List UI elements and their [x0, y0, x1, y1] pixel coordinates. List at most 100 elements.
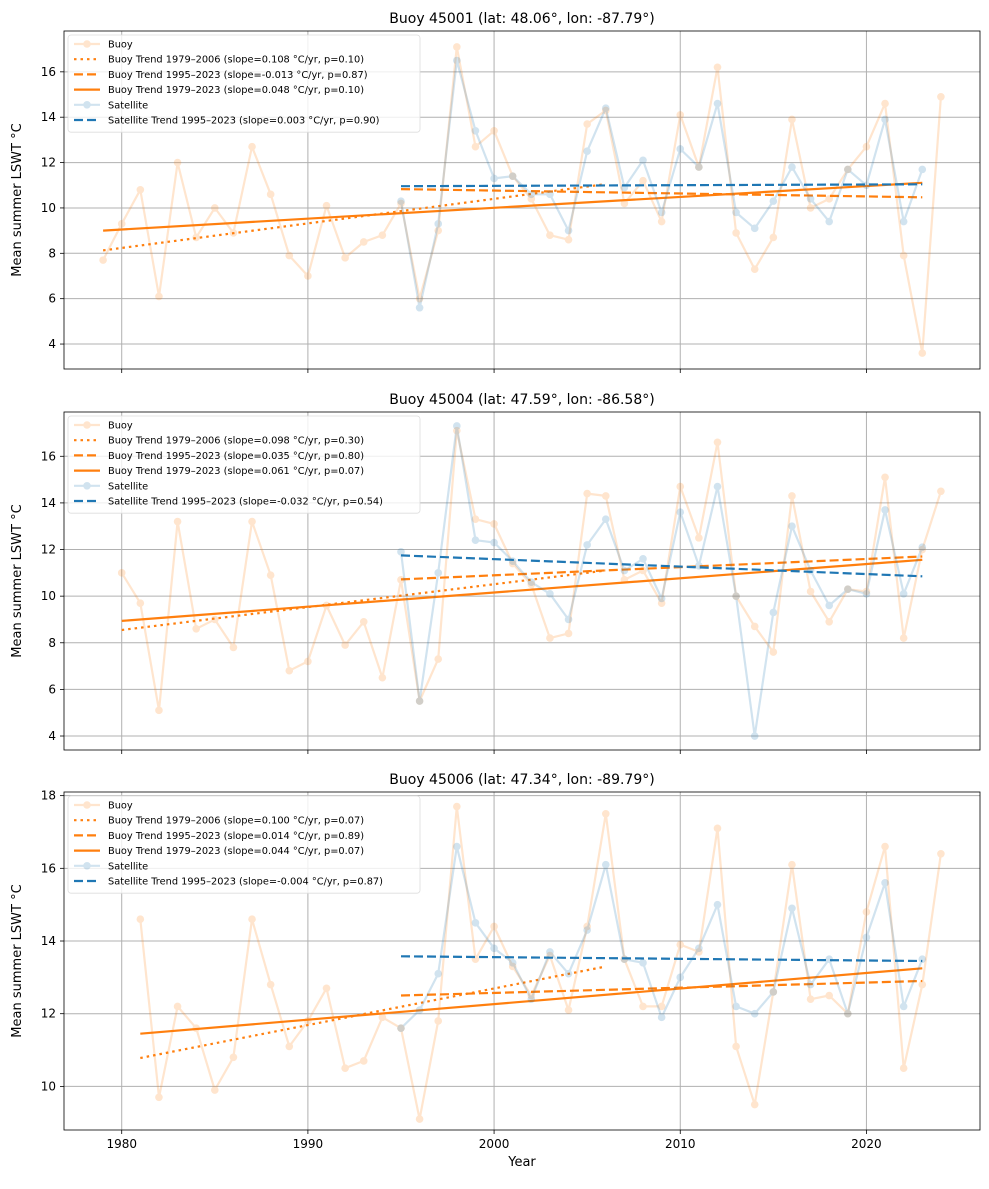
- data-point: [229, 1053, 238, 1062]
- data-point: [155, 292, 163, 301]
- data-point: [359, 1057, 368, 1065]
- series-buoy: [99, 43, 945, 357]
- y-tick-label: 18: [41, 789, 56, 803]
- legend-label: Buoy Trend 1979–2006 (slope=0.108 °C/yr,…: [108, 55, 364, 66]
- y-tick-label: 12: [41, 1007, 56, 1021]
- data-point: [769, 608, 778, 617]
- data-point: [732, 592, 740, 600]
- data-point: [732, 208, 740, 217]
- data-point: [769, 988, 778, 996]
- data-point: [918, 543, 927, 551]
- data-point: [750, 622, 759, 631]
- y-tick-label: 12: [41, 156, 56, 170]
- legend-label: Buoy Trend 1979–2023 (slope=0.044 °C/yr,…: [108, 846, 364, 857]
- data-point: [583, 147, 591, 156]
- data-point: [695, 534, 703, 542]
- data-point: [788, 163, 796, 171]
- legend-label: Satellite Trend 1995–2023 (slope=-0.032 …: [108, 497, 383, 508]
- data-point: [806, 566, 815, 575]
- data-point: [657, 1002, 666, 1011]
- data-point: [788, 904, 796, 913]
- data-point: [713, 99, 722, 108]
- legend: Buoy Buoy Trend 1979–2006 (slope=0.100 °C…: [67, 795, 421, 894]
- legend-swatch: [74, 801, 100, 809]
- data-point: [453, 426, 461, 435]
- legend-item: Buoy: [74, 421, 133, 432]
- y-axis-label: Mean summer LSWT °C: [10, 504, 25, 657]
- data-point: [601, 106, 610, 115]
- data-point: [732, 592, 740, 600]
- data-point: [750, 265, 759, 273]
- legend-label: Buoy: [108, 801, 133, 812]
- legend-label: Satellite: [108, 861, 148, 872]
- data-point: [713, 482, 722, 491]
- data-point: [881, 842, 889, 851]
- data-point: [397, 576, 405, 584]
- chart-title: Buoy 45004 (lat: 47.59°, lon: -86.58°): [389, 392, 654, 408]
- data-point: [750, 732, 759, 740]
- data-point: [806, 204, 815, 212]
- data-point: [676, 111, 685, 119]
- data-point: [639, 156, 647, 165]
- data-point: [583, 120, 591, 128]
- data-point: [899, 217, 908, 226]
- data-point: [285, 1042, 294, 1051]
- data-point: [397, 197, 405, 205]
- legend-item: Buoy Trend 1995–2023 (slope=-0.013 °C/yr…: [74, 70, 368, 81]
- data-point: [676, 145, 685, 153]
- legend-label: Buoy Trend 1979–2023 (slope=0.048 °C/yr,…: [108, 85, 364, 96]
- data-point: [788, 115, 796, 124]
- series-line: [120, 429, 942, 712]
- data-point: [620, 566, 629, 575]
- data-point: [546, 634, 554, 642]
- series-line: [399, 59, 924, 309]
- data-point: [211, 204, 219, 212]
- legend-label: Satellite Trend 1995–2023 (slope=0.003 °…: [108, 116, 379, 127]
- data-point: [806, 195, 815, 203]
- legend-box: [67, 415, 421, 514]
- legend-item: Buoy Trend 1979–2006 (slope=0.100 °C/yr,…: [74, 816, 364, 827]
- y-tick-label: 6: [48, 682, 56, 696]
- trend-line: [103, 181, 923, 232]
- legend-item: Satellite Trend 1995–2023 (slope=-0.032 …: [74, 497, 383, 508]
- y-tick-label: 14: [41, 934, 56, 948]
- data-point: [304, 657, 312, 666]
- legend-item: Satellite: [74, 861, 148, 872]
- axes-frame: [63, 411, 981, 751]
- legend-box: [67, 34, 421, 133]
- legend-item: Satellite: [74, 100, 148, 111]
- legend-label: Buoy Trend 1995–2023 (slope=0.014 °C/yr,…: [108, 831, 364, 842]
- data-point: [899, 590, 908, 598]
- data-point: [434, 655, 443, 663]
- data-point: [918, 545, 927, 554]
- legend-item: Buoy Trend 1995–2023 (slope=0.035 °C/yr,…: [74, 451, 364, 462]
- data-point: [378, 673, 387, 682]
- data-point: [564, 1006, 573, 1014]
- axes-frame: [63, 30, 981, 370]
- x-tick-label: 1980: [106, 1137, 137, 1151]
- data-point: [657, 594, 666, 603]
- data-point: [695, 948, 703, 956]
- data-point: [490, 538, 498, 547]
- data-point: [434, 226, 443, 235]
- legend-marker: [83, 421, 91, 429]
- data-point: [862, 590, 871, 598]
- legend-label: Buoy Trend 1979–2023 (slope=0.061 °C/yr,…: [108, 466, 364, 477]
- data-point: [341, 641, 349, 649]
- trend-line: [140, 967, 923, 1035]
- data-point: [490, 520, 498, 528]
- legend-label: Buoy Trend 1995–2023 (slope=0.035 °C/yr,…: [108, 451, 364, 462]
- data-point: [639, 959, 647, 967]
- data-point: [620, 199, 629, 208]
- data-point: [155, 706, 163, 715]
- legend-label: Buoy Trend 1979–2006 (slope=0.098 °C/yr,…: [108, 436, 364, 447]
- data-point: [899, 1064, 908, 1073]
- legend-item: Buoy Trend 1979–2023 (slope=0.048 °C/yr,…: [74, 85, 364, 96]
- trend-line: [121, 558, 923, 622]
- data-point: [415, 697, 424, 705]
- data-point: [862, 181, 871, 190]
- data-point: [601, 104, 610, 112]
- data-point: [173, 158, 182, 167]
- data-point: [527, 578, 536, 586]
- y-tick-label: 6: [48, 292, 56, 306]
